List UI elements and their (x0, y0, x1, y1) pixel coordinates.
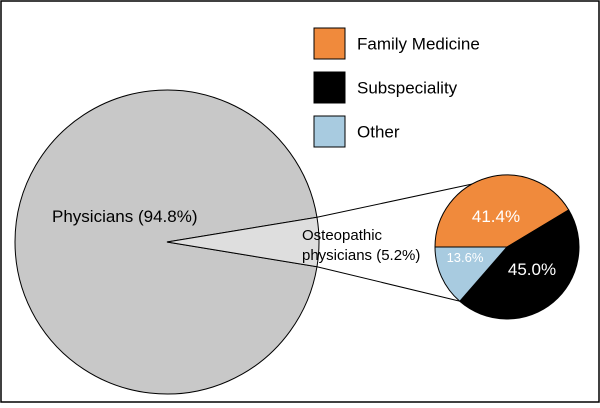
osteopathic-label: Osteopathic physicians (5.2%) (302, 227, 420, 264)
physicians-label: Physicians (94.8%) (52, 207, 198, 226)
osteopathic-label-line: physicians (5.2%) (302, 247, 420, 264)
legend-label: Family Medicine (357, 35, 480, 54)
connector-lines (316, 182, 478, 302)
connector-line-top (316, 182, 478, 218)
legend-swatch (313, 71, 346, 104)
sub-pie (434, 174, 580, 320)
slice-subspeciality (459, 209, 580, 320)
legend-label: Subspeciality (357, 79, 458, 98)
osteopathic-label-line: Osteopathic (302, 227, 383, 244)
main-pie (14, 89, 320, 395)
chart-labels: Physicians (94.8%) Osteopathic physicians … (52, 207, 556, 279)
slice-family-medicine (434, 174, 570, 248)
legend: Family Medicine Subspeciality Other (313, 27, 480, 148)
slice-physicians (14, 89, 318, 395)
data-label: 45.0% (508, 260, 556, 279)
legend-swatch (313, 27, 346, 60)
connector-line-bottom (316, 266, 460, 302)
legend-swatch (313, 115, 346, 148)
slice-osteopathic-physicians (166, 216, 320, 268)
data-label: 41.4% (472, 207, 520, 226)
slice-other (434, 246, 509, 303)
legend-label: Other (357, 123, 400, 142)
data-label: 13.6% (447, 250, 484, 265)
